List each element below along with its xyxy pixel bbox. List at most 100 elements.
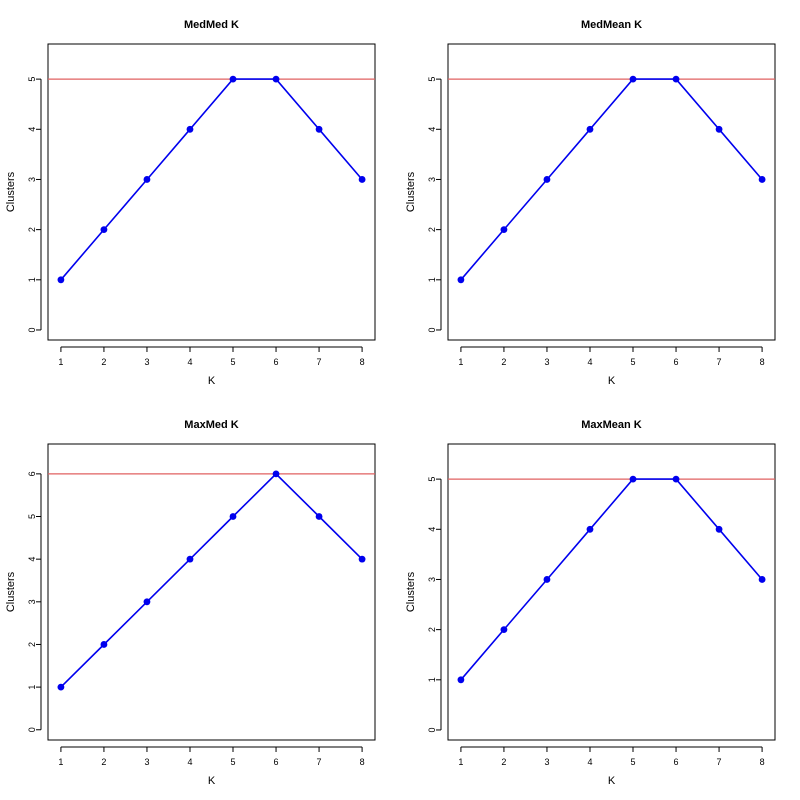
y-tick-label: 1 bbox=[427, 677, 437, 682]
x-tick-label: 2 bbox=[101, 757, 106, 767]
plot-frame bbox=[47, 443, 376, 741]
y-tick-label: 5 bbox=[27, 514, 37, 519]
x-tick-label: 7 bbox=[317, 757, 322, 767]
x-tick-label: 3 bbox=[544, 757, 549, 767]
series-line bbox=[460, 78, 763, 281]
x-tick-label: 6 bbox=[274, 357, 279, 367]
y-tick-label: 2 bbox=[427, 627, 437, 632]
x-tick-label: 3 bbox=[144, 757, 149, 767]
chart-panel-4: MaxMean K 1 2 3 4 5 6 7 8 0 1 2 3 4 5 K Clusters bbox=[405, 419, 776, 787]
chart-panel-3: MaxMed K 1 2 3 4 5 6 7 8 0 1 2 3 4 5 6 K Clusters bbox=[5, 419, 376, 787]
x-tick-label: 2 bbox=[501, 357, 506, 367]
y-tick-label: 4 bbox=[427, 127, 437, 132]
x-axis-label: K bbox=[608, 775, 616, 787]
data-point bbox=[229, 513, 237, 520]
data-point bbox=[457, 276, 465, 284]
x-tick-label: 6 bbox=[274, 757, 279, 767]
y-axis-label: Clusters bbox=[405, 571, 417, 612]
x-tick-label: 7 bbox=[717, 757, 722, 767]
y-tick-label: 3 bbox=[27, 177, 37, 182]
y-tick-label: 2 bbox=[27, 227, 37, 232]
x-tick-label: 1 bbox=[458, 757, 463, 767]
y-axis-label: Clusters bbox=[5, 571, 17, 612]
series-line bbox=[60, 472, 363, 688]
data-point bbox=[715, 125, 723, 133]
data-point bbox=[500, 626, 508, 634]
y-tick-label: 4 bbox=[427, 527, 437, 532]
data-point bbox=[57, 683, 65, 691]
x-axis-label: K bbox=[208, 775, 216, 787]
data-point bbox=[229, 75, 237, 83]
x-tick-label: 4 bbox=[187, 757, 192, 767]
x-tick-label: 8 bbox=[760, 357, 765, 367]
chart-title: MaxMean K bbox=[581, 419, 642, 431]
data-point bbox=[358, 555, 366, 563]
y-tick-label: 2 bbox=[427, 227, 437, 232]
y-tick-label: 1 bbox=[427, 277, 437, 282]
data-point bbox=[143, 598, 151, 606]
x-tick-label: 5 bbox=[631, 757, 636, 767]
y-tick-label: 3 bbox=[27, 599, 37, 604]
x-tick-label: 7 bbox=[317, 357, 322, 367]
y-tick-label: 2 bbox=[27, 642, 37, 647]
x-tick-label: 7 bbox=[717, 357, 722, 367]
data-point bbox=[100, 226, 108, 234]
y-tick-label: 0 bbox=[427, 327, 437, 332]
x-tick-label: 3 bbox=[144, 357, 149, 367]
data-point bbox=[143, 176, 151, 183]
y-tick-label: 3 bbox=[427, 577, 437, 582]
chart-title: MedMed K bbox=[184, 19, 239, 31]
x-tick-label: 3 bbox=[544, 357, 549, 367]
data-point bbox=[758, 176, 766, 183]
data-point bbox=[543, 576, 551, 583]
y-tick-label: 4 bbox=[27, 557, 37, 562]
data-point bbox=[672, 475, 680, 483]
data-point bbox=[629, 475, 637, 483]
x-tick-label: 8 bbox=[760, 757, 765, 767]
x-tick-label: 1 bbox=[58, 757, 63, 767]
x-tick-label: 5 bbox=[231, 357, 236, 367]
y-tick-label: 5 bbox=[427, 77, 437, 82]
x-tick-label: 5 bbox=[631, 357, 636, 367]
chart-title: MaxMed K bbox=[184, 419, 238, 431]
y-axis-label: Clusters bbox=[405, 171, 417, 212]
data-point bbox=[758, 576, 766, 583]
data-point bbox=[715, 525, 723, 533]
x-tick-label: 8 bbox=[360, 757, 365, 767]
series-line bbox=[460, 478, 763, 681]
x-tick-label: 5 bbox=[231, 757, 236, 767]
data-point bbox=[57, 276, 65, 284]
y-tick-label: 5 bbox=[27, 77, 37, 82]
plot-frame bbox=[47, 43, 376, 341]
x-tick-label: 1 bbox=[458, 357, 463, 367]
data-point bbox=[315, 513, 323, 520]
plot-frame bbox=[447, 443, 776, 741]
x-axis-label: K bbox=[208, 375, 216, 387]
y-tick-label: 1 bbox=[27, 277, 37, 282]
y-tick-label: 0 bbox=[27, 327, 37, 332]
y-tick-label: 6 bbox=[27, 471, 37, 476]
data-point bbox=[186, 125, 194, 133]
data-point bbox=[586, 125, 594, 133]
data-point bbox=[315, 125, 323, 133]
x-tick-label: 6 bbox=[674, 357, 679, 367]
x-tick-label: 2 bbox=[101, 357, 106, 367]
y-tick-label: 1 bbox=[27, 685, 37, 690]
y-tick-label: 0 bbox=[27, 727, 37, 732]
plot-frame bbox=[447, 43, 776, 341]
x-tick-label: 4 bbox=[587, 357, 592, 367]
data-point bbox=[500, 226, 508, 234]
x-tick-label: 8 bbox=[360, 357, 365, 367]
data-point bbox=[543, 176, 551, 183]
y-axis-label: Clusters bbox=[5, 171, 17, 212]
data-point bbox=[629, 75, 637, 83]
x-tick-label: 2 bbox=[501, 757, 506, 767]
x-tick-label: 6 bbox=[674, 757, 679, 767]
data-point bbox=[100, 641, 108, 648]
x-tick-label: 4 bbox=[187, 357, 192, 367]
data-point bbox=[186, 555, 194, 563]
x-axis-label: K bbox=[608, 375, 616, 387]
chart-panel-2: MedMean K 1 2 3 4 5 6 7 8 0 1 2 3 4 5 K Clusters bbox=[405, 19, 776, 387]
data-point bbox=[586, 525, 594, 533]
y-tick-label: 5 bbox=[427, 477, 437, 482]
